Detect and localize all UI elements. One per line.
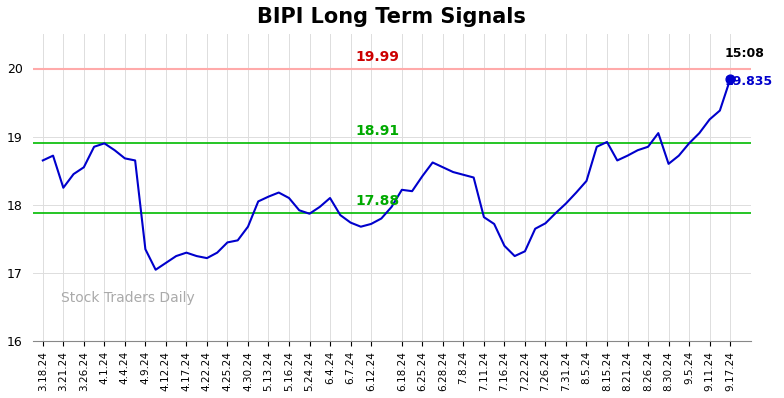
Text: Stock Traders Daily: Stock Traders Daily — [61, 291, 195, 304]
Text: 19.99: 19.99 — [356, 50, 400, 64]
Point — [724, 76, 736, 83]
Text: 17.88: 17.88 — [356, 194, 400, 208]
Text: 19.835: 19.835 — [725, 75, 773, 88]
Title: BIPI Long Term Signals: BIPI Long Term Signals — [257, 7, 526, 27]
Text: 15:08: 15:08 — [725, 47, 765, 60]
Text: 18.91: 18.91 — [356, 124, 400, 138]
